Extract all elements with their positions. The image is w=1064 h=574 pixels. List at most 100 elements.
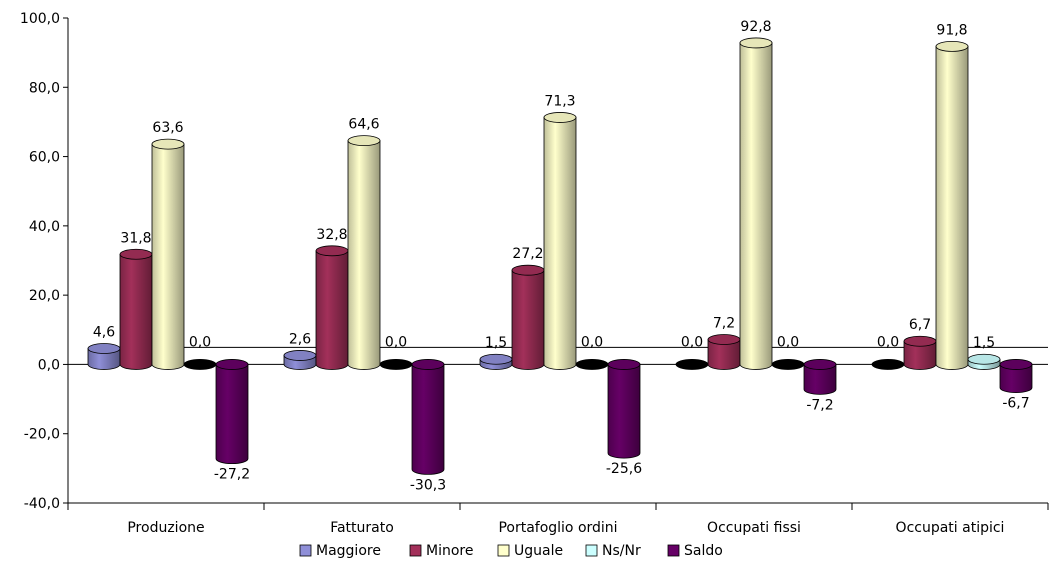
- bar: [707, 334, 741, 370]
- bar-cap: [575, 359, 609, 370]
- bar-body: [119, 253, 153, 370]
- bar: [87, 343, 121, 370]
- bar: [283, 350, 317, 370]
- bar-cap: [151, 138, 185, 150]
- legend-label: Ns/Nr: [602, 543, 641, 559]
- data-label: -25,6: [606, 461, 642, 477]
- data-label: 0,0: [777, 334, 799, 350]
- bar-body: [607, 364, 641, 459]
- bar-cap: [607, 359, 641, 370]
- bar: [119, 248, 153, 370]
- data-label: 2,6: [289, 331, 311, 347]
- y-tick-label: 80,0: [29, 80, 60, 96]
- bar-body: [803, 364, 837, 395]
- y-tick-label: 0,0: [38, 357, 60, 373]
- x-tick-label: Portafoglio ordini: [498, 520, 617, 536]
- legend-swatch: [497, 544, 510, 557]
- data-label: 6,7: [909, 317, 931, 333]
- y-tick-label: 20,0: [29, 288, 60, 304]
- bar: [967, 353, 1001, 370]
- bar-body: [151, 143, 185, 370]
- bar: [215, 359, 249, 465]
- bar-body: [935, 46, 969, 370]
- legend-label: Uguale: [514, 543, 563, 559]
- bar: [511, 264, 545, 370]
- x-tick-label: Produzione: [127, 520, 204, 536]
- legend-item: Ns/Nr: [585, 543, 641, 559]
- bar-cap: [511, 264, 545, 276]
- bar-body: [347, 140, 381, 370]
- data-label: 64,6: [348, 117, 379, 133]
- data-label: 0,0: [581, 334, 603, 350]
- data-label: 0,0: [189, 334, 211, 350]
- bar-cap: [803, 359, 837, 370]
- legend-label: Saldo: [684, 543, 723, 559]
- bar-cap: [183, 359, 217, 370]
- bar-body: [411, 364, 445, 475]
- x-tick-label: Occupati fissi: [707, 520, 801, 536]
- bar-body: [511, 269, 545, 370]
- data-label: 0,0: [385, 334, 407, 350]
- data-label: 1,5: [485, 335, 507, 351]
- data-label: 0,0: [877, 334, 899, 350]
- bar: [183, 359, 217, 370]
- data-label: 1,5: [973, 335, 995, 351]
- bar-cap: [543, 112, 577, 123]
- bar-cap: [675, 359, 709, 370]
- bar: [739, 37, 773, 370]
- bar-cap: [315, 245, 349, 257]
- y-tick-label: -20,0: [24, 427, 60, 443]
- bar: [315, 245, 349, 370]
- bar: [151, 138, 185, 370]
- y-tick-label: 100,0: [20, 11, 60, 27]
- bar: [607, 359, 641, 459]
- bar: [675, 359, 709, 370]
- data-label: 91,8: [936, 22, 967, 38]
- bar-cap: [935, 41, 969, 52]
- bar-cap: [347, 135, 381, 147]
- y-tick-label: 40,0: [29, 219, 60, 235]
- legend-item: Maggiore: [299, 543, 381, 559]
- data-label: 63,6: [152, 120, 183, 136]
- bar-cap: [903, 335, 937, 347]
- bar-body: [315, 250, 349, 370]
- data-label: -7,2: [806, 397, 833, 413]
- bar-cap: [707, 334, 741, 345]
- data-label: -27,2: [214, 467, 250, 483]
- data-label: -6,7: [1002, 396, 1029, 412]
- bar: [347, 135, 381, 370]
- y-tick-label: 60,0: [29, 150, 60, 166]
- bar: [543, 112, 577, 370]
- data-label: 92,8: [740, 19, 771, 35]
- bar-body: [739, 42, 773, 370]
- bar-body: [215, 364, 249, 465]
- bar-body: [543, 117, 577, 370]
- data-label: 0,0: [681, 334, 703, 350]
- data-label: -30,3: [410, 477, 446, 493]
- legend-item: Uguale: [497, 543, 563, 559]
- bar: [803, 359, 837, 395]
- legend-swatch: [409, 544, 422, 557]
- bar: [411, 359, 445, 475]
- bar: [871, 359, 905, 370]
- bar-cap: [87, 343, 121, 354]
- legend-swatch: [585, 544, 598, 557]
- data-label: 7,2: [713, 315, 735, 331]
- bar: [935, 41, 969, 370]
- bar-cap: [771, 359, 805, 370]
- bar-cap: [871, 359, 905, 370]
- y-tick-label: -40,0: [24, 496, 60, 512]
- bar-cap: [967, 353, 1001, 365]
- legend-label: Minore: [426, 543, 473, 559]
- bar-cap: [739, 37, 773, 49]
- bar-cap: [119, 248, 153, 260]
- bar: [575, 359, 609, 370]
- data-label: 71,3: [544, 93, 575, 109]
- data-label: 32,8: [316, 227, 347, 243]
- bar-cap: [379, 359, 413, 370]
- legend-item: Minore: [409, 543, 473, 559]
- bar-cap: [479, 353, 513, 365]
- legend-swatch: [299, 544, 312, 557]
